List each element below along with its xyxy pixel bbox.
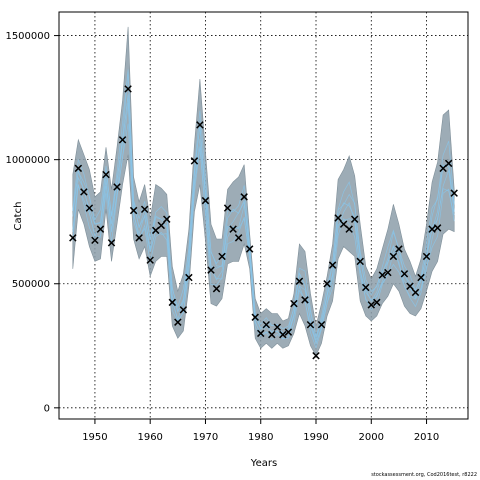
x-tick-label: 1990	[303, 432, 328, 443]
catch-point	[218, 252, 226, 261]
catch-point	[345, 225, 353, 233]
catch-point	[306, 320, 315, 329]
x-tick-label: 1960	[137, 432, 162, 443]
catch-point	[234, 234, 243, 242]
x-tick-label: 1950	[82, 432, 107, 443]
catch-point	[229, 225, 237, 233]
catch-point	[168, 298, 177, 307]
ensemble-line	[72, 71, 455, 338]
catch-point	[273, 323, 282, 331]
catch-point	[240, 193, 248, 201]
catch-point	[290, 299, 298, 308]
catch-point	[356, 257, 364, 266]
catch-point	[245, 245, 254, 253]
catch-point	[350, 215, 359, 223]
catch-point	[323, 280, 331, 288]
source-note: stockassessment.org, Cod2016test, r8222	[371, 472, 477, 478]
catch-point	[257, 329, 265, 338]
catch-point	[279, 330, 287, 339]
catch-point	[96, 225, 105, 233]
catch-point	[295, 277, 304, 285]
y-tick-label: 500000	[12, 279, 50, 290]
uncertainty-band	[72, 26, 455, 357]
y-tick-label: 1000000	[5, 155, 50, 166]
catch-point	[185, 273, 193, 282]
catch-point	[118, 136, 127, 144]
y-axis-title: Catch	[13, 202, 24, 231]
catch-point	[422, 252, 431, 261]
catch-point	[196, 121, 204, 129]
catch-point	[362, 283, 370, 292]
catch-point	[312, 351, 320, 360]
catch-point	[400, 270, 409, 278]
catch-point	[146, 256, 154, 264]
x-axis-title: Years	[250, 458, 277, 469]
catch-point	[113, 183, 121, 191]
catch-point	[417, 273, 425, 282]
catch-point	[334, 214, 342, 222]
catch-point	[389, 252, 398, 261]
catch-point	[163, 215, 171, 223]
catch-point	[384, 268, 392, 277]
catch-point	[428, 225, 436, 233]
catch-point	[190, 157, 199, 165]
catch-point	[179, 306, 188, 314]
catch-point	[373, 298, 381, 307]
catch-point	[135, 234, 143, 242]
catch-point	[301, 296, 309, 304]
catch-point	[107, 239, 116, 247]
gridlines	[59, 12, 468, 419]
catch-point	[212, 284, 221, 293]
catch-point	[378, 271, 387, 279]
catch-point	[124, 85, 132, 93]
plot-frame	[58, 11, 469, 420]
catch-point	[207, 266, 215, 274]
catch-point	[80, 188, 88, 196]
observed-catch-markers	[69, 85, 458, 360]
x-tick-label: 2000	[359, 432, 384, 443]
catch-point	[367, 301, 376, 309]
catch-point	[328, 261, 337, 269]
catch-point	[74, 164, 83, 173]
catch-point	[85, 204, 94, 212]
catch-point	[262, 320, 270, 329]
catch-point	[411, 288, 420, 297]
catch-point	[223, 204, 232, 212]
catch-point	[433, 224, 442, 232]
ensemble-line	[72, 69, 455, 338]
catch-point	[174, 318, 182, 326]
x-axis-ticks: 1950 1960 1970 1980 1990 2000 2010	[82, 419, 439, 443]
y-tick-label: 1500000	[5, 31, 50, 42]
catch-point	[444, 159, 453, 168]
x-tick-label: 1980	[248, 432, 273, 443]
catch-point	[268, 330, 276, 339]
catch-point	[317, 320, 326, 329]
catch-point	[129, 206, 138, 215]
catch-band	[72, 26, 455, 357]
catch-point	[406, 282, 414, 290]
catch-point	[450, 189, 458, 197]
ensemble-line	[72, 102, 455, 344]
catch-point	[91, 236, 99, 245]
catch-point	[157, 221, 165, 230]
catch-point	[69, 234, 77, 242]
catch-point	[284, 328, 293, 336]
catch-point	[251, 313, 259, 321]
ensemble-lines	[72, 69, 455, 349]
x-tick-label: 2010	[414, 432, 439, 443]
x-tick-label: 1970	[193, 432, 218, 443]
catch-point	[201, 196, 210, 205]
catch-point	[140, 205, 149, 214]
y-tick-label: 0	[44, 403, 50, 414]
catch-point	[102, 170, 110, 179]
catch-point	[395, 245, 403, 253]
y-axis-ticks: 0 500000 1000000 1500000	[5, 31, 59, 414]
